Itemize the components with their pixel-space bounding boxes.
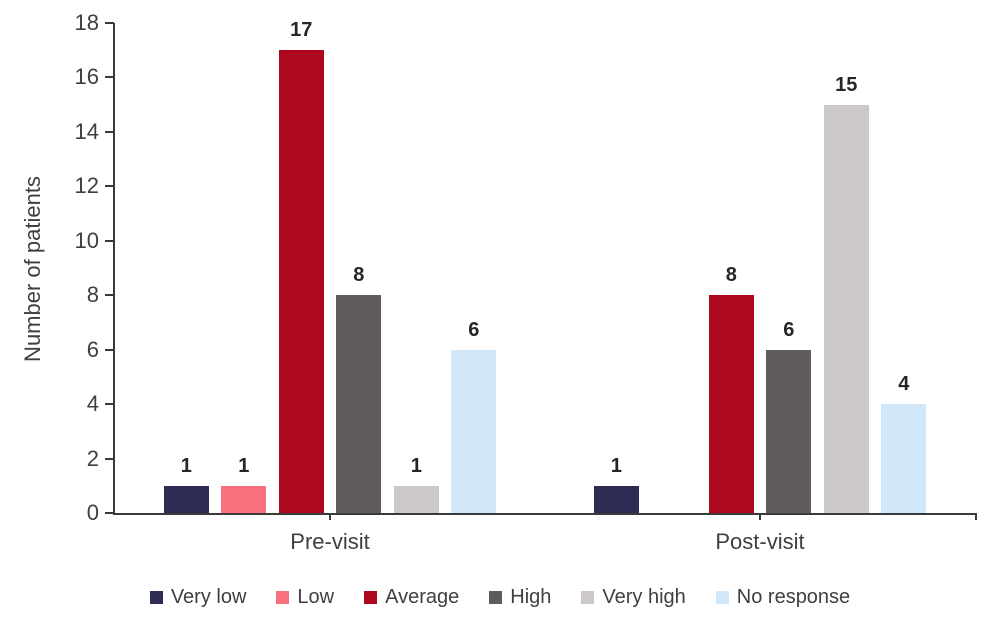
- y-tick-label: 8: [86, 282, 99, 308]
- legend-label: Average: [385, 586, 460, 608]
- bar-pre-visit-low: [221, 485, 267, 513]
- bar-pre-visit-very-high: [393, 485, 439, 513]
- y-tick-label: 16: [74, 64, 99, 90]
- y-axis-tick: [105, 512, 114, 514]
- legend-swatch-icon: [149, 591, 163, 604]
- bar-post-visit-no-response: [881, 404, 927, 513]
- x-axis-end-tick: [975, 513, 977, 520]
- bar-post-visit-average: [708, 295, 754, 513]
- y-axis-tick: [105, 76, 114, 79]
- bar-pre-visit-average: [278, 50, 324, 513]
- bar-value-label: 15: [835, 73, 858, 96]
- x-axis-tick: [329, 513, 331, 520]
- legend-label: Very high: [602, 586, 686, 608]
- y-tick-label: 2: [86, 445, 99, 471]
- y-axis-tick: [105, 185, 114, 188]
- legend-swatch-icon: [715, 591, 729, 604]
- y-tick-label: 18: [74, 10, 99, 35]
- bar-value-label: 1: [238, 454, 250, 477]
- y-tick-label: 12: [74, 173, 99, 199]
- legend: Very low Low Average High Very high No respon…: [0, 586, 1000, 609]
- legend-swatch-icon: [276, 591, 290, 604]
- bar-value-label: 17: [290, 19, 313, 42]
- legend-item-average: Average: [364, 586, 459, 609]
- bar-pre-visit-very-low: [163, 485, 209, 513]
- bar-post-visit-very-low: [593, 485, 639, 513]
- legend-item-very-low: Very low: [149, 586, 247, 609]
- y-axis-tick: [105, 403, 114, 406]
- y-tick-label: 10: [74, 227, 99, 253]
- x-category-label-pre-visit: Pre-visit: [290, 529, 370, 554]
- bar-post-visit-very-high: [823, 104, 869, 513]
- legend-label: No response: [736, 586, 851, 608]
- legend-label: Low: [297, 586, 335, 608]
- plot-area: 0 2 4 6 8 10 12 14 16 18 1 1 17 8 1 6 Pre-visit 1 8 6 15 4 Pos…: [75, 10, 977, 554]
- y-tick-label: 0: [86, 500, 99, 525]
- bar-value-label: 1: [410, 454, 422, 477]
- bar-value-label: 1: [180, 454, 192, 477]
- y-tick-label: 6: [86, 336, 99, 362]
- y-axis-tick: [105, 22, 114, 24]
- bar-pre-visit-no-response: [451, 349, 497, 513]
- legend-item-low: Low: [276, 586, 334, 609]
- y-tick-label: 4: [86, 391, 99, 417]
- bar-post-visit-high: [766, 349, 812, 513]
- bar-value-label: 6: [783, 318, 795, 341]
- bar-value-label: 8: [725, 264, 737, 287]
- bar-pre-visit-high: [336, 295, 382, 513]
- legend-item-high: High: [489, 586, 551, 609]
- bar-value-label: 1: [610, 454, 622, 477]
- y-axis-tick: [105, 294, 114, 297]
- y-axis-tick: [105, 348, 114, 351]
- bar-value-label: 6: [468, 318, 480, 341]
- legend-swatch-icon: [489, 591, 503, 604]
- x-axis-tick: [759, 513, 761, 520]
- legend-label: High: [510, 586, 552, 608]
- bar-value-label: 8: [353, 264, 365, 287]
- legend-item-no-response: No response: [715, 586, 851, 609]
- bar-value-label: 4: [898, 373, 910, 396]
- legend-label: Very low: [170, 586, 247, 608]
- legend-swatch-icon: [364, 591, 378, 604]
- legend-swatch-icon: [581, 591, 595, 604]
- y-axis-tick: [105, 239, 114, 242]
- legend-item-very-high: Very high: [581, 586, 686, 609]
- x-category-label-post-visit: Post-visit: [715, 529, 805, 554]
- y-tick-label: 14: [74, 118, 99, 144]
- y-axis-tick: [105, 130, 114, 133]
- y-axis-tick: [105, 457, 114, 460]
- y-axis-title: Number of patients: [20, 176, 45, 362]
